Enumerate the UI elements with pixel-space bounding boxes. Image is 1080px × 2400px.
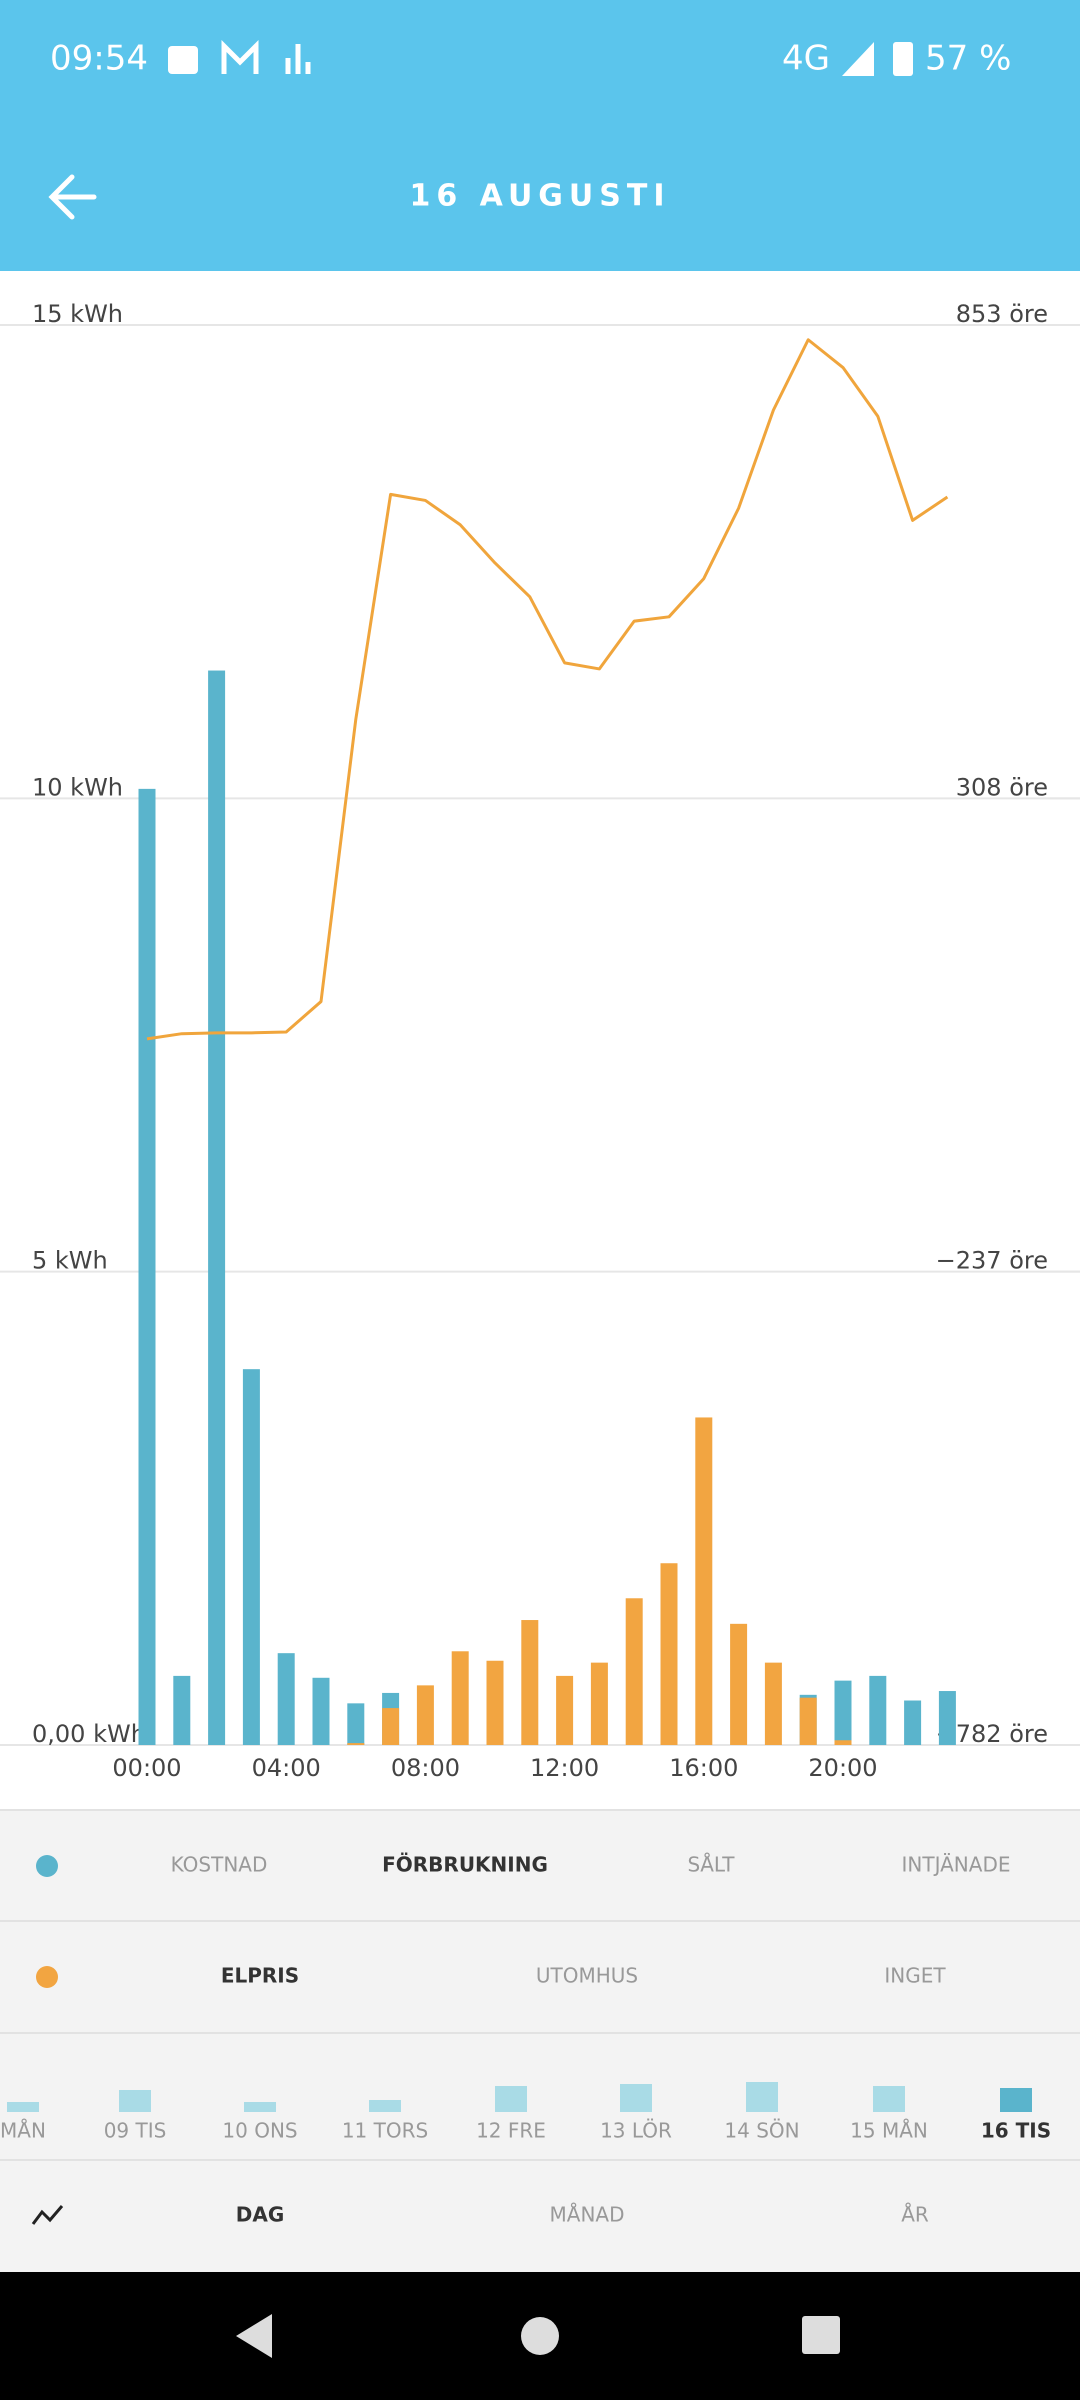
day-label[interactable]: 14 SÖN: [724, 2119, 799, 2143]
x-tick-label: 12:00: [530, 1754, 599, 1782]
day-label[interactable]: 11 TORS: [342, 2119, 428, 2143]
bar: [277, 1653, 295, 1745]
bar: [625, 1598, 643, 1745]
x-tick-label: 16:00: [669, 1754, 738, 1782]
bar: [730, 1623, 748, 1745]
day-bar[interactable]: [620, 2084, 652, 2112]
page-title: 16 AUGUSTI: [409, 179, 670, 214]
bar: [834, 1740, 852, 1745]
bar: [242, 1369, 260, 1745]
day-bar[interactable]: [1000, 2088, 1032, 2112]
bar: [173, 1675, 191, 1745]
bar: [208, 670, 226, 1745]
tab[interactable]: MÅNAD: [550, 2203, 625, 2227]
x-tick-label: 00:00: [112, 1754, 181, 1782]
clock: 09:54: [50, 39, 148, 79]
bar: [556, 1675, 574, 1745]
day-label[interactable]: 10 ONS: [222, 2119, 297, 2143]
y-tick-label: 5 kWh: [32, 1247, 108, 1275]
x-tick-label: 08:00: [391, 1754, 460, 1782]
bar: [451, 1651, 469, 1745]
bar: [834, 1680, 852, 1745]
day-bar[interactable]: [244, 2102, 276, 2112]
controls-panel: [0, 1810, 1080, 2272]
network: 4G: [782, 39, 830, 79]
nav-home[interactable]: [521, 2317, 559, 2355]
price-line: [146, 338, 949, 1041]
x-tick-label: 20:00: [808, 1754, 877, 1782]
day-bar[interactable]: [746, 2082, 778, 2112]
nav-back[interactable]: [236, 2314, 272, 2358]
day-label[interactable]: 09 TIS: [104, 2119, 167, 2143]
day-bar[interactable]: [119, 2090, 151, 2112]
chart-icon: [31, 2205, 64, 2225]
bar: [904, 1700, 922, 1745]
tab[interactable]: SÅLT: [688, 1853, 736, 1877]
y-tick-label: 15 kWh: [32, 300, 123, 328]
battery: 57 %: [925, 39, 1011, 79]
bar: [660, 1563, 678, 1745]
mail-icon: [221, 39, 259, 74]
tab[interactable]: INGET: [884, 1964, 946, 1988]
bar: [312, 1677, 330, 1745]
day-label[interactable]: MÅN: [0, 2119, 46, 2143]
series-dot: [36, 1855, 58, 1877]
bar: [347, 1703, 365, 1745]
y-tick-label: 10 kWh: [32, 773, 123, 801]
day-bar[interactable]: [369, 2100, 401, 2112]
tab[interactable]: FÖRBRUKNING: [382, 1853, 548, 1877]
battery-icon: [893, 42, 913, 76]
day-label[interactable]: 16 TIS: [981, 2119, 1051, 2143]
bar: [521, 1620, 539, 1745]
day-bar[interactable]: [7, 2102, 39, 2112]
notification-icon: [168, 46, 198, 74]
x-tick-label: 04:00: [252, 1754, 321, 1782]
tab[interactable]: ELPRIS: [221, 1964, 299, 1988]
day-label[interactable]: 15 MÅN: [850, 2119, 928, 2143]
tab[interactable]: UTOMHUS: [536, 1964, 638, 1988]
day-label[interactable]: 12 FRE: [476, 2119, 546, 2143]
tab[interactable]: DAG: [236, 2203, 285, 2227]
bar: [799, 1697, 817, 1745]
bar: [347, 1743, 365, 1745]
nav-recents[interactable]: [802, 2316, 840, 2354]
y2-tick-label: −237 öre: [936, 1247, 1048, 1275]
bar: [938, 1691, 956, 1745]
tab[interactable]: KOSTNAD: [171, 1853, 268, 1877]
day-bar[interactable]: [873, 2086, 905, 2112]
bar: [590, 1662, 608, 1745]
tab[interactable]: INTJÄNADE: [902, 1853, 1011, 1877]
y2-tick-label: 308 öre: [956, 773, 1048, 801]
series-dot: [36, 1966, 58, 1988]
bar: [869, 1675, 887, 1745]
back-button[interactable]: [48, 174, 97, 220]
app-bar: [0, 0, 1080, 271]
bar: [382, 1708, 400, 1745]
bar: [416, 1685, 434, 1745]
day-label[interactable]: 13 LÖR: [600, 2119, 672, 2143]
bar: [138, 788, 156, 1745]
day-bar[interactable]: [495, 2086, 527, 2112]
bar: [486, 1660, 504, 1745]
y2-tick-label: 853 öre: [956, 300, 1048, 328]
bar: [764, 1662, 782, 1745]
bar: [695, 1417, 713, 1745]
stats-icon: [285, 44, 311, 74]
tab[interactable]: ÅR: [901, 2203, 929, 2227]
signal-icon: [842, 42, 874, 76]
y-tick-label: 0,00 kWh: [32, 1720, 146, 1748]
